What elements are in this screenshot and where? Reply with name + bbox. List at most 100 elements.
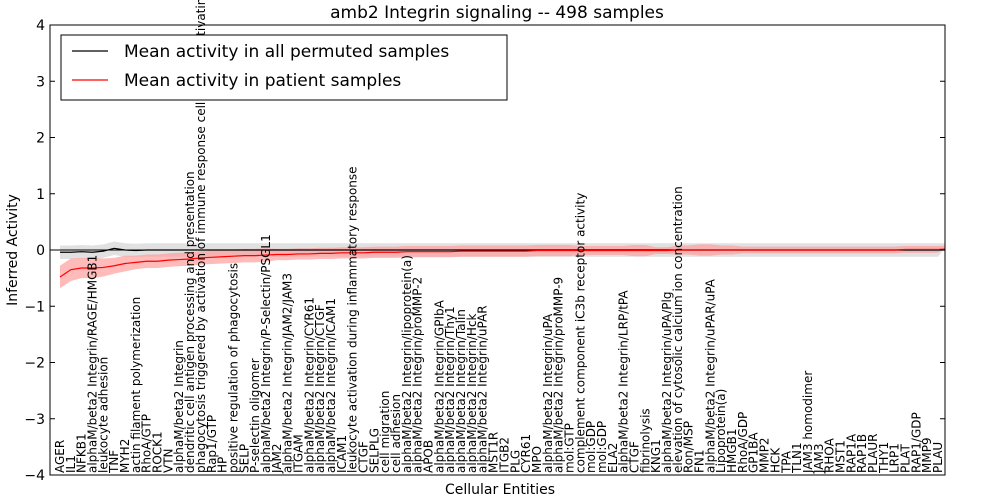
x-tick-label: MYH2 [118, 439, 132, 473]
y-tick-label: 4 [36, 18, 45, 34]
x-tick-label: ICAM1 [335, 435, 349, 473]
y-tick-label: 0 [36, 243, 45, 259]
y-tick-label: 1 [36, 187, 45, 203]
x-tick-label: CTGF [627, 441, 641, 473]
x-tick-label: cell adhesion [389, 394, 403, 473]
x-tick-label: RAP1/GDP [909, 412, 923, 473]
x-tick-label: JAM3 [812, 443, 826, 474]
x-tick-label: SELP [237, 444, 251, 473]
x-tick-label: alphaM/beta2 Integrin/CYR61 [302, 297, 316, 473]
chart-title: amb2 Integrin signaling -- 498 samples [330, 3, 664, 23]
x-tick-label: leukocyte activation during inflammatory… [346, 166, 360, 473]
x-tick-label: MST1R [487, 432, 501, 473]
x-tick-label: alphaM/beta2 Integrin/proMMP-2 [411, 277, 425, 473]
x-tick-label: Lipoprotein(a) [714, 389, 728, 473]
legend: Mean activity in all permuted samples Me… [60, 34, 508, 101]
x-tick-label: AGER [53, 440, 67, 473]
x-tick-label: MST1 [833, 440, 847, 473]
x-tick-label: TNF [107, 450, 121, 474]
x-tick-label: KNG1 [649, 439, 663, 473]
x-tick-label: APOB [422, 440, 436, 473]
x-tick-label: cell migration [378, 391, 392, 473]
x-tick-label: TLN1 [790, 442, 804, 474]
band-patient [60, 244, 945, 289]
x-tick-label: ITGB2 [497, 437, 511, 473]
x-tick-label: JAM3 homodimer [801, 371, 815, 474]
x-tick-label: MMP9 [920, 437, 934, 473]
x-tick-label: ROCK1 [151, 431, 165, 473]
y-tick-label: 3 [36, 74, 45, 90]
x-tick-label: mol:GDP [595, 421, 609, 473]
x-tick-label: PLAUR [866, 433, 880, 473]
x-tick-label: mol:GDP [584, 421, 598, 473]
y-axis-label: Inferred Activity [5, 194, 21, 306]
y-tick-label: −2 [24, 356, 45, 372]
x-tick-label: phagocytosis triggered by activation of … [194, 0, 208, 473]
x-tick-label: MMP2 [758, 437, 772, 473]
x-tick-label: ELA2 [606, 443, 620, 473]
x-tick-label: ITGAM [291, 434, 305, 473]
y-axis: −4 −3 −2 −1 0 1 2 3 4 [24, 18, 945, 484]
x-tick-label: alphaM/beta2 Integrin/uPAR/uPA [703, 278, 717, 473]
x-tick-label: alphaM/beta2 Integrin/lipoprotein(a) [400, 255, 414, 473]
legend-box [60, 34, 508, 101]
x-tick-label: actin filament polymerization [129, 297, 143, 473]
x-tick-label: MPO [530, 446, 544, 473]
x-tick-label: IL1 [64, 455, 78, 473]
x-tick-label: GP1BA [747, 432, 761, 473]
x-tick-label: RAP1A [844, 433, 858, 473]
x-tick-label: alphaM/beta2 Integrin/Hck [465, 313, 479, 473]
x-tick-label: P-selectin oligomer [248, 358, 262, 473]
x-tick-label: PLAU [931, 442, 945, 473]
x-tick-label: alphaM/beta2 Integrin/Talin [454, 309, 468, 473]
x-tick-label: mol:GTP [562, 423, 576, 473]
x-tick-label: RhoA/GTP [140, 414, 154, 473]
x-tick-label: alphaM/beta2 Integrin/LRP/tPA [617, 290, 631, 473]
x-tick-label: leukocyte adhesion [96, 357, 110, 473]
x-tick-label: alphaM/beta2 Integrin/GPIbA [432, 299, 446, 473]
x-tick-label: CTGF [357, 441, 371, 473]
x-tick-label: alphaM/beta2 Integrin/JAM2/JAM3 [281, 273, 295, 473]
x-tick-label: alphaM/beta2 Integrin [172, 340, 186, 473]
y-tick-label: −3 [24, 412, 45, 428]
x-tick-label: Ron/MSP [682, 421, 696, 473]
x-tick-label: RhoA/GDP [736, 412, 750, 473]
y-tick-label: 2 [36, 131, 45, 147]
x-tick-label: fibrinolysis [638, 408, 652, 473]
x-tick-label: alphaM/beta2 Integrin/CTGF [313, 304, 327, 473]
x-tick-label: HP [216, 457, 230, 473]
x-tick-label: alphaM/beta2 Integrin/RAGE/HMGB1 [86, 255, 100, 473]
x-tick-label: LRP1 [888, 443, 902, 473]
x-axis-label: Cellular Entities [445, 482, 555, 498]
x-tick-label: complement component iC3b receptor activ… [573, 193, 587, 473]
series-lines [50, 247, 945, 278]
x-tick-label: alphaM/beta2 Integrin/uPA [541, 313, 555, 473]
x-tick-label: alphaM/beta2 Integrin/ICAM1 [324, 298, 338, 473]
y-tick-label: −1 [24, 299, 45, 315]
x-tick-label: TPA [779, 450, 793, 474]
x-tick-label: alphaM/beta2 Integrin/uPA/Plg [660, 292, 674, 473]
x-tick-label: Rap1/GTP [205, 415, 219, 473]
x-tick-label: alphaM/beta2 Integrin/P-Selectin/PSGL1 [259, 234, 273, 473]
line-patient [59, 248, 945, 278]
x-tick-label: JAM2 [270, 443, 284, 474]
x-tick-label: alphaM/beta2 Integrin/Thy1 [443, 306, 457, 473]
x-tick-label: dendritic cell antigen processing and pr… [183, 171, 197, 473]
x-tick-label: elevation of cytosolic calcium ion conce… [671, 186, 685, 473]
x-tick-label: NFKB1 [75, 433, 89, 473]
x-tick-label: PLG [508, 450, 522, 473]
x-tick-label: HCK [768, 447, 782, 473]
x-tick-label: alphaM/beta2 Integrin/uPAR [476, 305, 490, 473]
x-tick-label: PLAT [898, 444, 912, 473]
x-tick-label: VTN [161, 448, 175, 473]
x-tick-label: RHOA [823, 437, 837, 473]
x-tick-label: positive regulation of phagocytosis [226, 263, 240, 473]
x-tick-label: CYR61 [519, 434, 533, 473]
x-tick-label: THY1 [877, 442, 891, 474]
x-tick-label: FN1 [693, 449, 707, 473]
x-tick-label: HMGB1 [725, 428, 739, 473]
x-tick-label: SELPLG [367, 428, 381, 473]
x-tick-label: alphaM/beta2 Integrin/proMMP-9 [552, 277, 566, 473]
